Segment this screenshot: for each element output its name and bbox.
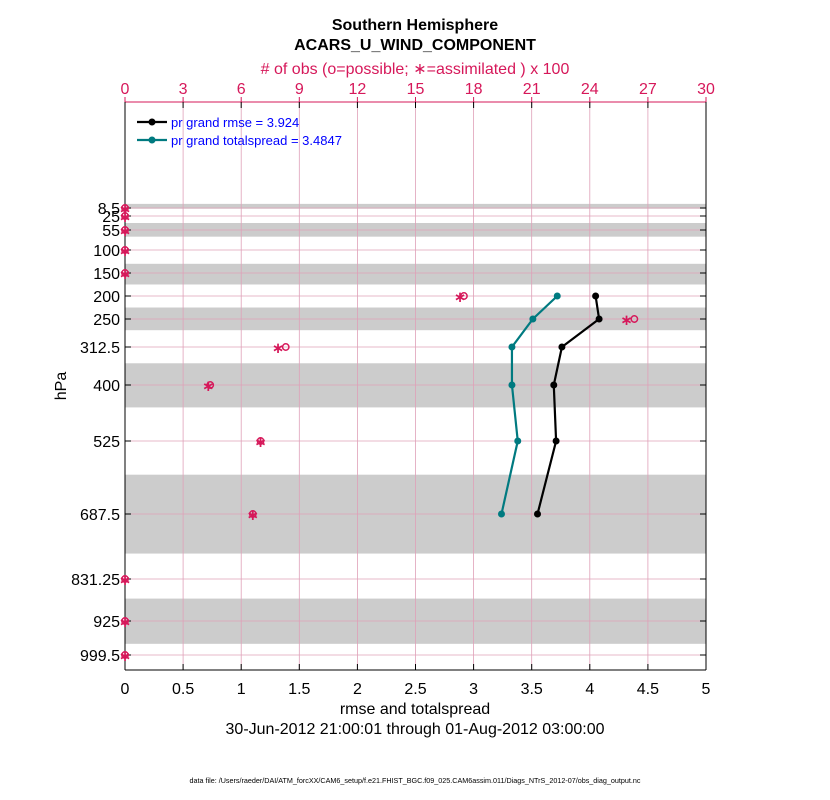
- y-tick-label: 525: [93, 434, 120, 451]
- obs-possible-point: [206, 381, 215, 389]
- y-tick-label: 400: [93, 378, 120, 395]
- top-tick-label: 27: [639, 81, 657, 98]
- y-tick-label: 25: [102, 209, 120, 226]
- obs-possible-point: [281, 343, 290, 351]
- obs-possible-point: [121, 651, 129, 659]
- obs-possible-point: [121, 575, 129, 583]
- y-tick-label: 687.5: [80, 507, 120, 524]
- top-tick-label: 6: [237, 81, 246, 98]
- series-line-totalspread: [500, 295, 559, 515]
- top-tick-label: 0: [121, 81, 130, 98]
- y-tick-label: 8.5: [98, 201, 120, 218]
- series-point-rmse: [595, 315, 603, 323]
- obs-assimilated-point: ∗: [119, 648, 132, 665]
- y-tick-label: 200: [93, 289, 120, 306]
- top-tick-label: 30: [697, 81, 715, 98]
- x-tick-label: 5: [702, 681, 711, 698]
- top-tick-label: 21: [523, 81, 541, 98]
- obs-assimilated-point: ∗: [254, 434, 267, 451]
- x-axis-label: rmse and totalspread: [340, 701, 490, 718]
- series-point-totalspread: [508, 343, 516, 351]
- x-tick-label: 2: [353, 681, 362, 698]
- obs-possible-point: [459, 292, 468, 300]
- x-tick-label: 1.5: [288, 681, 310, 698]
- obs-assimilated-point: ∗: [119, 614, 132, 631]
- legend-swatch-marker: [148, 118, 156, 126]
- obs-assimilated-point: ∗: [247, 507, 260, 524]
- y-tick-label: 100: [93, 243, 120, 260]
- top-tick-label: 3: [179, 81, 188, 98]
- obs-possible-point: [256, 437, 265, 445]
- chart-title: Southern Hemisphere: [332, 17, 498, 34]
- obs-possible-point: [121, 246, 129, 254]
- obs-assimilated-point: ∗: [119, 266, 132, 283]
- series-point-rmse: [552, 437, 560, 445]
- y-tick-label: 831.25: [71, 572, 120, 589]
- legend-label: pr grand totalspread = 3.4847: [171, 133, 342, 148]
- obs-assimilated-point: ∗: [119, 201, 132, 218]
- obs-assimilated-point: ∗: [119, 572, 132, 589]
- obs-possible-point: [121, 617, 129, 625]
- series-point-totalspread: [514, 437, 522, 445]
- series-point-rmse: [592, 292, 600, 300]
- legend-label: pr grand rmse = 3.924: [171, 115, 299, 130]
- top-tick-label: 15: [407, 81, 425, 98]
- chart-subtitle: ACARS_U_WIND_COMPONENT: [294, 37, 536, 54]
- date-range: 30-Jun-2012 21:00:01 through 01-Aug-2012…: [226, 721, 605, 738]
- series-point-rmse: [558, 343, 566, 351]
- top-tick-label: 12: [349, 81, 367, 98]
- y-tick-label: 312.5: [80, 340, 120, 357]
- x-tick-label: 3: [469, 681, 478, 698]
- obs-possible-point: [630, 315, 639, 323]
- x-tick-label: 1: [237, 681, 246, 698]
- obs-assimilated-point: ∗: [119, 243, 132, 260]
- top-tick-label: 24: [581, 81, 599, 98]
- obs-possible-point: [248, 510, 257, 518]
- obs-possible-point: [121, 269, 129, 277]
- top-tick-label: 18: [465, 81, 483, 98]
- obs-possible-point: [121, 226, 129, 234]
- x-tick-label: 4: [585, 681, 594, 698]
- series-point-totalspread: [508, 381, 516, 389]
- obs-assimilated-point: ∗: [620, 312, 633, 329]
- obs-assimilated-point: ∗: [119, 209, 132, 226]
- top-tick-label: 9: [295, 81, 304, 98]
- y-tick-label: 999.5: [80, 648, 120, 665]
- obs-possible-point: [121, 204, 129, 212]
- x-tick-label: 0: [121, 681, 130, 698]
- obs-assimilated-point: ∗: [202, 378, 215, 395]
- obs-possible-point: [121, 212, 129, 220]
- series-line-rmse: [536, 295, 601, 515]
- y-tick-label: 250: [93, 312, 120, 329]
- y-axis-label: hPa: [53, 372, 70, 401]
- series-point-totalspread: [529, 315, 537, 323]
- footnote: data file: /Users/raeder/DAI/ATM_forcXX/…: [190, 776, 641, 785]
- y-tick-label: 150: [93, 266, 120, 283]
- series-point-rmse: [534, 510, 542, 518]
- top-axis-label: # of obs (o=possible; ∗=assimilated ) x …: [261, 61, 570, 78]
- y-tick-label: 925: [93, 614, 120, 631]
- x-tick-label: 0.5: [172, 681, 194, 698]
- x-tick-label: 2.5: [404, 681, 426, 698]
- series-point-totalspread: [497, 510, 505, 518]
- y-tick-label: 55: [102, 223, 120, 240]
- obs-assimilated-point: ∗: [119, 223, 132, 240]
- series-point-totalspread: [553, 292, 561, 300]
- obs-assimilated-point: ∗: [454, 289, 467, 306]
- obs-assimilated-point: ∗: [272, 340, 285, 357]
- series-point-rmse: [550, 381, 558, 389]
- legend-swatch-marker: [148, 136, 156, 144]
- x-tick-label: 4.5: [637, 681, 659, 698]
- x-tick-label: 3.5: [521, 681, 543, 698]
